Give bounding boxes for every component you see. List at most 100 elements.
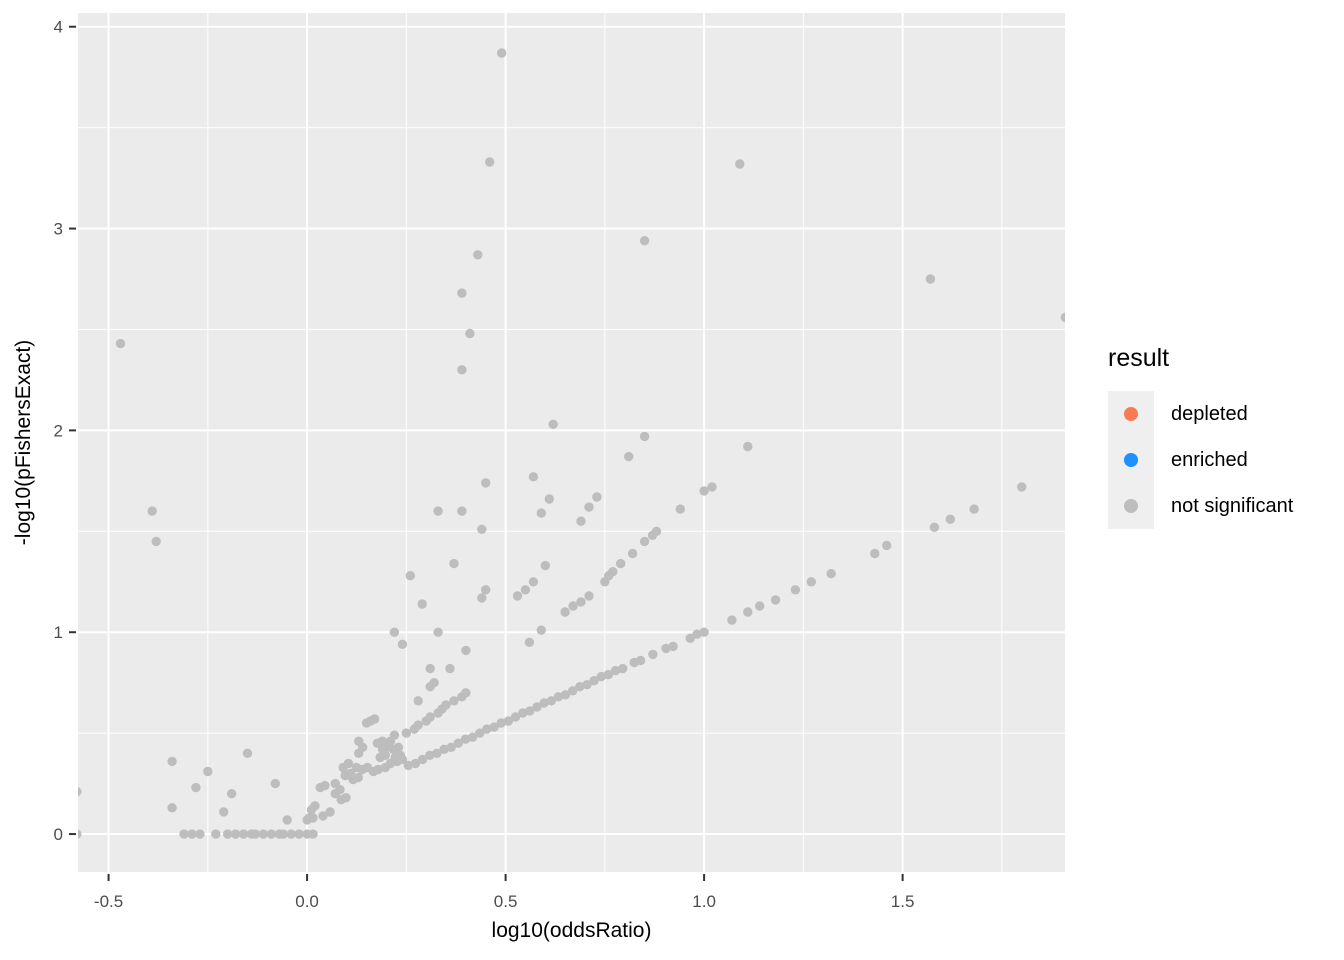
data-point — [460, 734, 471, 744]
data-point — [576, 597, 586, 607]
data-point — [413, 696, 423, 706]
data-points — [78, 48, 1065, 839]
data-point — [432, 748, 442, 758]
data-point — [525, 706, 535, 716]
data-point — [393, 742, 404, 752]
data-point — [668, 641, 678, 652]
y-axis-title: -log10(pFishersExact) — [12, 340, 35, 545]
data-point — [489, 722, 499, 732]
data-point — [528, 577, 539, 587]
data-point — [461, 645, 471, 656]
data-point — [536, 508, 546, 518]
data-point — [524, 637, 535, 647]
data-point — [294, 829, 304, 839]
data-point — [372, 738, 383, 748]
data-point — [439, 744, 449, 754]
data-point — [270, 778, 280, 789]
plot-panel — [78, 13, 1065, 872]
data-point — [78, 829, 82, 839]
data-point — [449, 696, 459, 706]
data-point — [945, 514, 955, 524]
data-point — [461, 688, 471, 698]
data-point — [528, 472, 539, 482]
legend-label: enriched — [1171, 448, 1248, 471]
y-tick-label: 1 — [54, 623, 63, 642]
data-point — [341, 793, 351, 803]
data-point — [413, 720, 423, 730]
legend: result depleted enriched not significant — [1108, 344, 1293, 529]
enriched-dot-icon — [1124, 453, 1138, 467]
data-point — [532, 702, 542, 712]
data-point — [457, 288, 467, 298]
data-point — [278, 829, 288, 839]
y-tick-label: 4 — [54, 18, 63, 37]
data-point — [575, 682, 585, 692]
data-point — [219, 807, 229, 817]
data-point — [548, 419, 558, 429]
data-point — [433, 627, 443, 637]
data-point — [929, 522, 940, 532]
data-point — [230, 829, 241, 839]
data-point — [441, 700, 451, 710]
data-point — [496, 48, 507, 58]
legend-key — [1108, 437, 1154, 483]
data-point — [250, 829, 261, 839]
data-point — [151, 536, 161, 547]
data-point — [457, 365, 467, 375]
data-point — [465, 328, 475, 339]
legend-label: not significant — [1171, 494, 1294, 517]
data-point — [546, 696, 556, 706]
data-point — [675, 504, 685, 514]
data-point — [425, 712, 435, 722]
data-point — [380, 750, 390, 760]
data-point — [481, 585, 491, 595]
data-point — [417, 599, 427, 609]
data-point — [743, 441, 753, 452]
legend-key — [1108, 391, 1154, 437]
data-point — [425, 750, 435, 760]
data-point — [187, 829, 197, 839]
data-point — [242, 748, 253, 758]
data-point — [226, 789, 237, 799]
data-point — [343, 758, 354, 769]
data-point — [699, 486, 709, 496]
data-point — [735, 159, 745, 169]
data-point — [405, 571, 415, 581]
x-tick-label: 1.0 — [692, 892, 716, 911]
data-point — [445, 663, 455, 674]
legend-item-enriched: enriched — [1108, 437, 1293, 483]
data-point — [510, 712, 521, 722]
data-point — [473, 250, 483, 260]
data-point — [727, 615, 737, 625]
data-point — [560, 690, 571, 700]
data-point — [576, 516, 586, 526]
data-point — [373, 764, 383, 775]
data-point — [743, 607, 753, 617]
x-tick-label: 0.0 — [295, 892, 319, 911]
data-point — [770, 595, 781, 605]
data-point — [325, 807, 335, 817]
data-point — [433, 506, 443, 516]
data-point — [870, 548, 880, 559]
data-point — [608, 567, 618, 577]
data-point — [401, 728, 411, 738]
data-point — [568, 601, 578, 611]
data-point — [481, 478, 491, 488]
data-point — [648, 649, 658, 660]
data-point — [449, 558, 459, 569]
data-point — [397, 754, 408, 765]
legend-label: depleted — [1171, 402, 1248, 425]
data-point — [610, 665, 621, 676]
not-significant-dot-icon — [1124, 499, 1138, 513]
data-point — [354, 736, 364, 746]
data-point — [826, 569, 836, 579]
data-point — [1060, 312, 1065, 323]
data-point — [223, 829, 233, 839]
data-point — [282, 815, 292, 825]
data-point — [1017, 482, 1027, 492]
data-point — [397, 639, 408, 649]
data-point — [410, 758, 421, 769]
data-point — [475, 728, 485, 738]
data-point — [518, 708, 528, 718]
